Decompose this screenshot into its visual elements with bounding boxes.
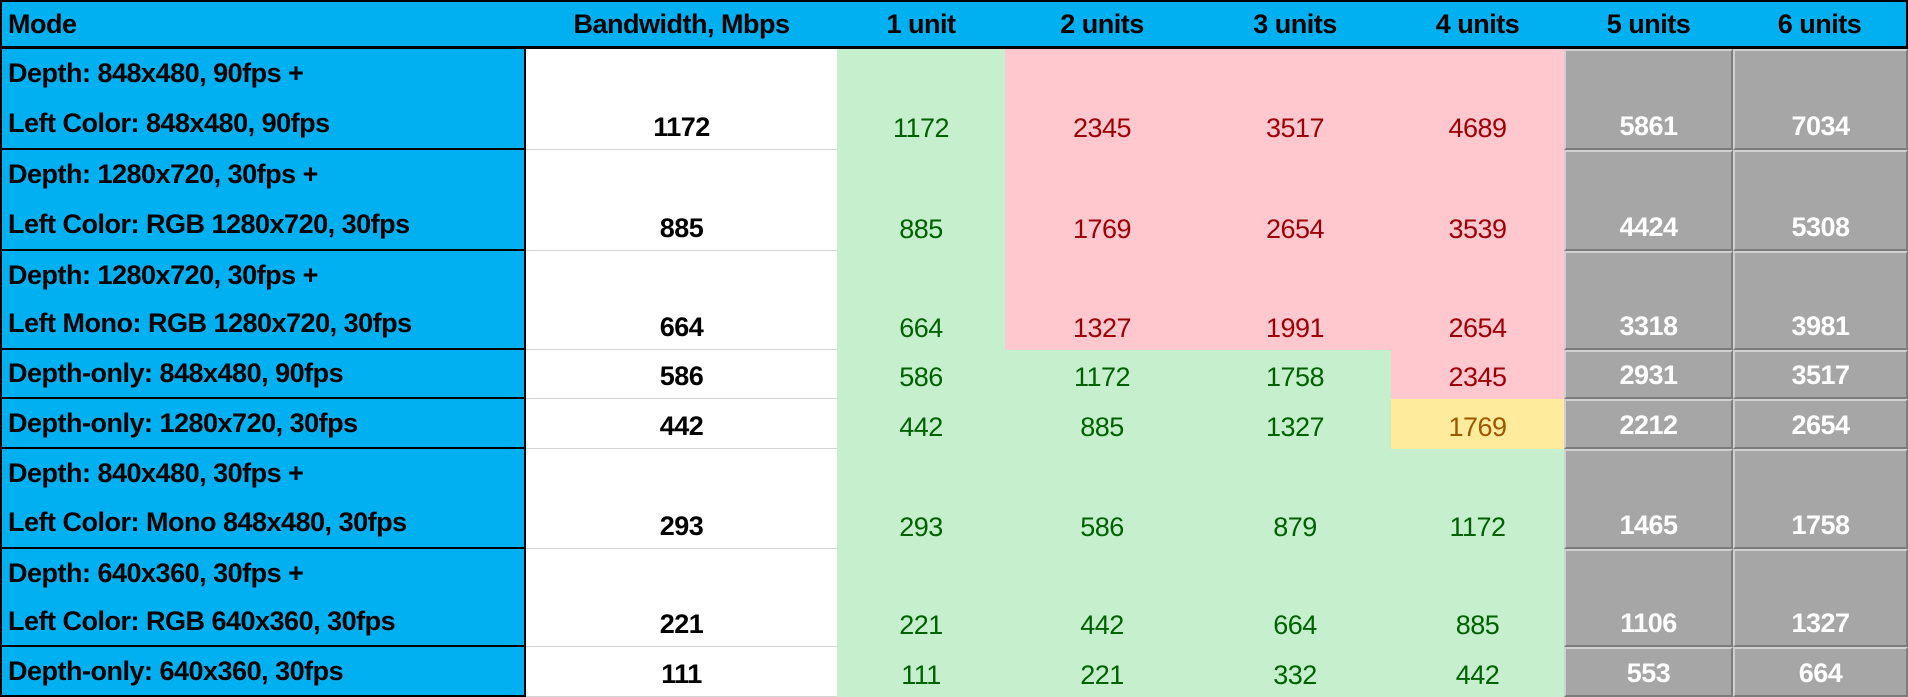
mode-line: Left Color: Mono 848x480, 30fps bbox=[8, 507, 407, 537]
unit-cell: 332 bbox=[1199, 647, 1391, 697]
unit-cell: 442 bbox=[1391, 647, 1564, 697]
unit-cell: 1327 bbox=[1199, 399, 1391, 449]
unit-cell: 1465 bbox=[1564, 449, 1733, 549]
mode-cell: Depth: 1280x720, 30fps + Left Mono: RGB 1… bbox=[0, 251, 526, 350]
mode-cell: Depth: 848x480, 90fps + Left Color: 848x4… bbox=[0, 49, 526, 150]
mode-line: Depth: 1280x720, 30fps + bbox=[8, 159, 318, 190]
unit-cell: 1172 bbox=[1005, 350, 1199, 399]
unit-cell: 664 bbox=[1199, 549, 1391, 647]
mode-line: Depth-only: 848x480, 90fps bbox=[8, 358, 344, 388]
mode-line: Depth: 1280x720, 30fps + bbox=[8, 259, 318, 290]
unit-cell: 3539 bbox=[1391, 150, 1564, 251]
column-header: 6 units bbox=[1733, 0, 1908, 49]
unit-cell: 2654 bbox=[1733, 399, 1908, 449]
unit-cell: 885 bbox=[1391, 549, 1564, 647]
unit-cell: 1758 bbox=[1199, 350, 1391, 399]
unit-cell: 885 bbox=[1005, 399, 1199, 449]
unit-cell: 293 bbox=[837, 449, 1005, 549]
mode-cell: Depth-only: 640x360, 30fps bbox=[0, 647, 526, 697]
column-header: Mode bbox=[0, 0, 526, 49]
unit-cell: 7034 bbox=[1733, 49, 1908, 150]
unit-cell: 3517 bbox=[1199, 49, 1391, 150]
unit-cell: 442 bbox=[837, 399, 1005, 449]
unit-cell: 553 bbox=[1564, 647, 1733, 697]
column-header: 4 units bbox=[1391, 0, 1564, 49]
column-header: Bandwidth, Mbps bbox=[526, 0, 837, 49]
bandwidth-cell: 1172 bbox=[526, 49, 837, 150]
bandwidth-cell: 293 bbox=[526, 449, 837, 549]
unit-cell: 664 bbox=[1733, 647, 1908, 697]
bandwidth-cell: 885 bbox=[526, 150, 837, 251]
unit-cell: 2654 bbox=[1391, 251, 1564, 350]
column-header: 2 units bbox=[1005, 0, 1199, 49]
unit-cell: 2345 bbox=[1005, 49, 1199, 150]
mode-cell: Depth: 640x360, 30fps + Left Color: RGB 6… bbox=[0, 549, 526, 647]
bandwidth-cell: 664 bbox=[526, 251, 837, 350]
unit-cell: 3517 bbox=[1733, 350, 1908, 399]
unit-cell: 1758 bbox=[1733, 449, 1908, 549]
mode-line: Depth-only: 640x360, 30fps bbox=[8, 655, 344, 686]
unit-cell: 1991 bbox=[1199, 251, 1391, 350]
unit-cell: 2931 bbox=[1564, 350, 1733, 399]
unit-cell: 2345 bbox=[1391, 350, 1564, 399]
bandwidth-cell: 111 bbox=[526, 647, 837, 697]
unit-cell: 5308 bbox=[1733, 150, 1908, 251]
mode-cell: Depth: 840x480, 30fps + Left Color: Mono … bbox=[0, 449, 526, 549]
unit-cell: 2212 bbox=[1564, 399, 1733, 449]
unit-cell: 1172 bbox=[1391, 449, 1564, 549]
unit-cell: 885 bbox=[837, 150, 1005, 251]
mode-line: Depth: 840x480, 30fps + bbox=[8, 458, 304, 488]
unit-cell: 664 bbox=[837, 251, 1005, 350]
unit-cell: 221 bbox=[837, 549, 1005, 647]
unit-cell: 1769 bbox=[1391, 399, 1564, 449]
unit-cell: 1769 bbox=[1005, 150, 1199, 251]
bandwidth-cell: 221 bbox=[526, 549, 837, 647]
unit-cell: 1106 bbox=[1564, 549, 1733, 647]
mode-line: Depth-only: 1280x720, 30fps bbox=[8, 407, 358, 438]
column-header: 1 unit bbox=[837, 0, 1005, 49]
column-header: 3 units bbox=[1199, 0, 1391, 49]
unit-cell: 3981 bbox=[1733, 251, 1908, 350]
mode-line: Left Mono: RGB 1280x720, 30fps bbox=[8, 308, 412, 339]
unit-cell: 586 bbox=[837, 350, 1005, 399]
mode-cell: Depth-only: 1280x720, 30fps bbox=[0, 399, 526, 449]
unit-cell: 442 bbox=[1005, 549, 1199, 647]
unit-cell: 1327 bbox=[1733, 549, 1908, 647]
unit-cell: 879 bbox=[1199, 449, 1391, 549]
mode-line: Depth: 848x480, 90fps + bbox=[8, 58, 304, 89]
unit-cell: 1172 bbox=[837, 49, 1005, 150]
column-header: 5 units bbox=[1564, 0, 1733, 49]
unit-cell: 3318 bbox=[1564, 251, 1733, 350]
unit-cell: 111 bbox=[837, 647, 1005, 697]
bandwidth-cell: 442 bbox=[526, 399, 837, 449]
unit-cell: 2654 bbox=[1199, 150, 1391, 251]
mode-line: Left Color: 848x480, 90fps bbox=[8, 107, 330, 138]
mode-line: Depth: 640x360, 30fps + bbox=[8, 557, 304, 588]
unit-cell: 1327 bbox=[1005, 251, 1199, 350]
unit-cell: 586 bbox=[1005, 449, 1199, 549]
unit-cell: 5861 bbox=[1564, 49, 1733, 150]
bandwidth-cell: 586 bbox=[526, 350, 837, 399]
unit-cell: 4689 bbox=[1391, 49, 1564, 150]
unit-cell: 221 bbox=[1005, 647, 1199, 697]
mode-cell: Depth: 1280x720, 30fps + Left Color: RGB … bbox=[0, 150, 526, 251]
mode-line: Left Color: RGB 1280x720, 30fps bbox=[8, 208, 410, 239]
mode-cell: Depth-only: 848x480, 90fps bbox=[0, 350, 526, 399]
mode-line: Left Color: RGB 640x360, 30fps bbox=[8, 605, 396, 636]
unit-cell: 4424 bbox=[1564, 150, 1733, 251]
